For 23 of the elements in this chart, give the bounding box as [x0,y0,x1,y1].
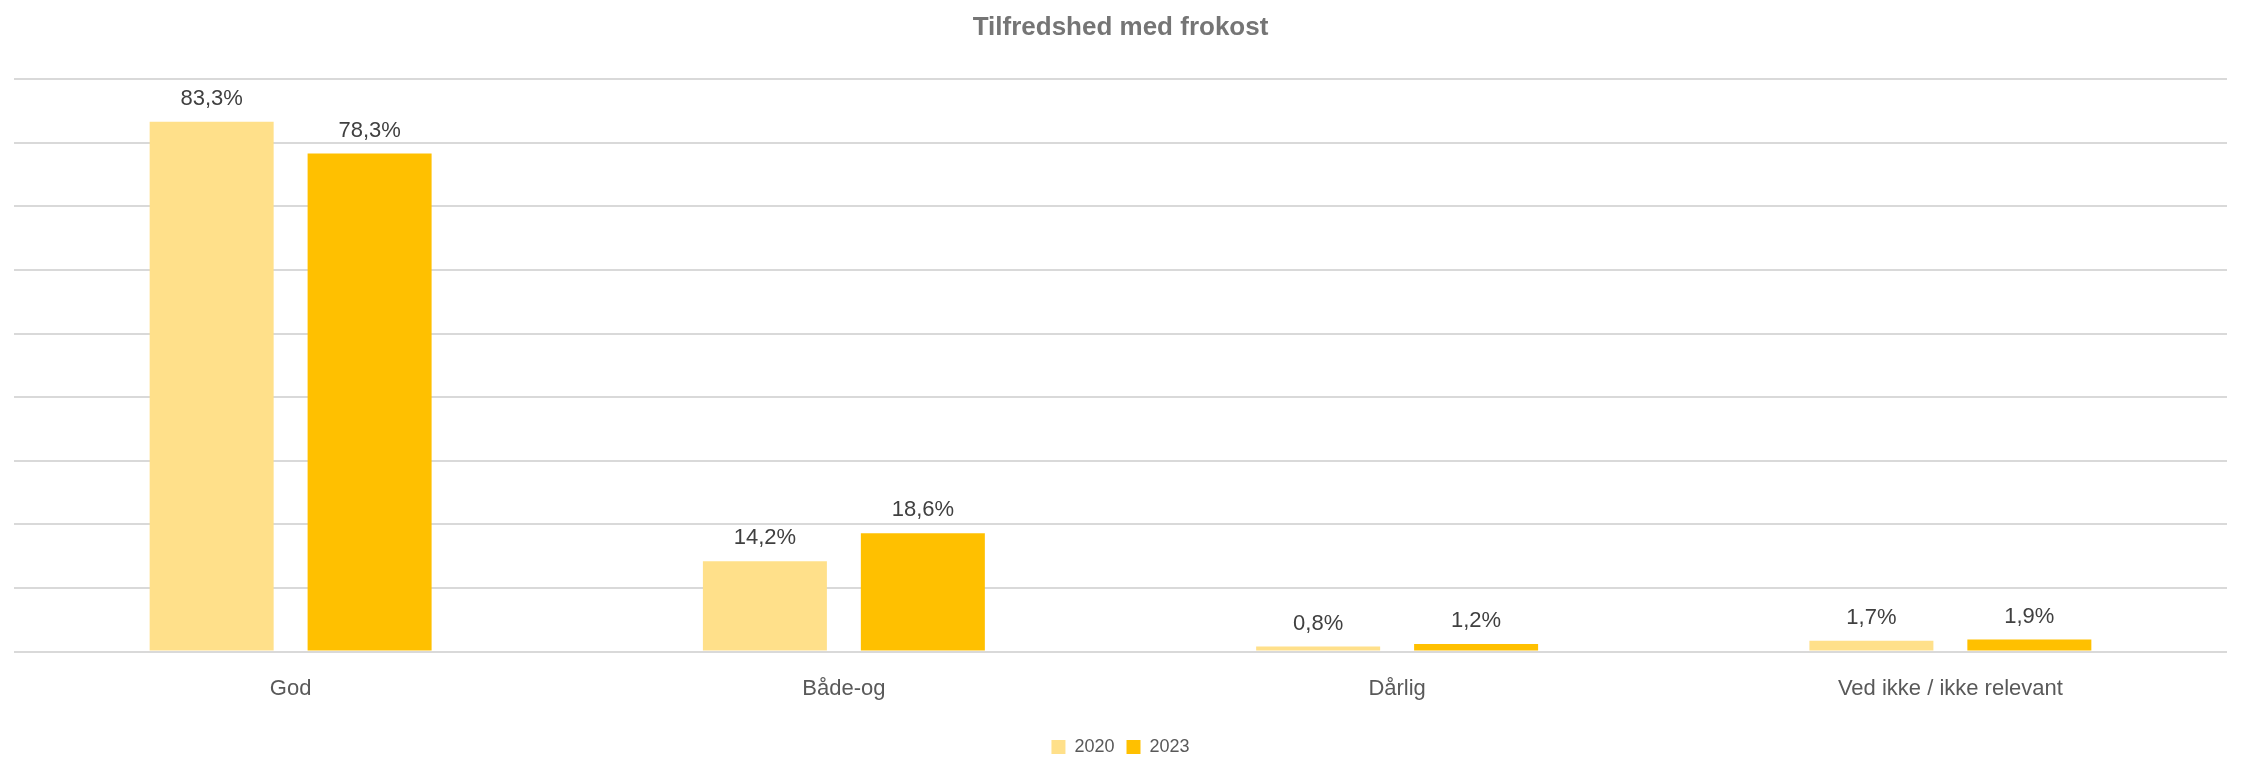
data-label: 1,2% [1451,607,1502,633]
data-label: 1,9% [2004,602,2055,628]
bar [1256,646,1381,651]
data-label: 0,8% [1293,609,1344,635]
bar [702,561,827,651]
bar [1809,640,1934,651]
bar [149,121,274,651]
bar [1414,643,1539,651]
data-label: 14,2% [733,524,797,550]
bar [860,533,985,651]
data-label: 78,3% [338,116,401,142]
data-label: 18,6% [891,496,955,522]
data-label: 1,7% [1846,603,1897,629]
legend-label: 2020 [1074,735,1115,756]
data-label: 83,3% [180,84,243,110]
x-tick-label: Både-og [802,674,886,700]
bar [1967,639,2092,651]
bar [307,153,432,651]
x-tick-label: Ved ikke / ikke relevant [1837,674,2063,700]
x-tick-label: God [269,674,312,700]
x-tick-label: Dårlig [1368,674,1426,700]
legend-label: 2023 [1149,735,1190,756]
chart-title: Tilfredshed med frokost [972,10,1269,41]
